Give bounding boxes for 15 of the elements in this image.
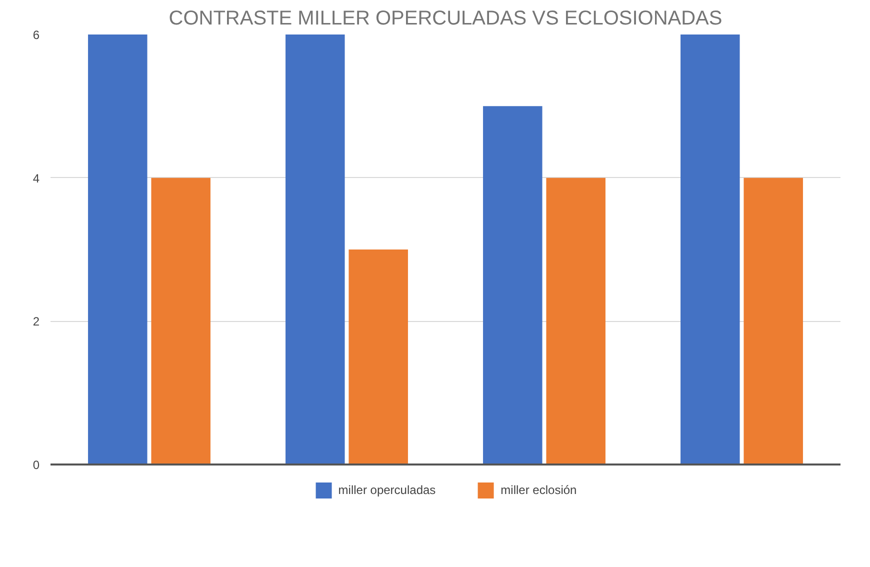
- legend-label: miller eclosión: [500, 483, 577, 497]
- bar: [348, 250, 408, 464]
- y-tick-label: 4: [32, 171, 40, 186]
- bar: [546, 178, 606, 464]
- y-tick-label: 2: [32, 314, 40, 329]
- chart-title: CONTRASTE MILLER OPERCULADAS VS ECLOSIONADAS: [168, 8, 722, 30]
- bar: [680, 34, 740, 464]
- bar: [88, 34, 148, 464]
- bar: [151, 178, 210, 464]
- legend-label: miller operculadas: [338, 483, 436, 497]
- bar: [744, 178, 803, 464]
- y-tick-label: 6: [32, 28, 40, 42]
- bar: [286, 34, 345, 464]
- bar: [483, 106, 542, 464]
- y-tick-label: 0: [32, 458, 40, 472]
